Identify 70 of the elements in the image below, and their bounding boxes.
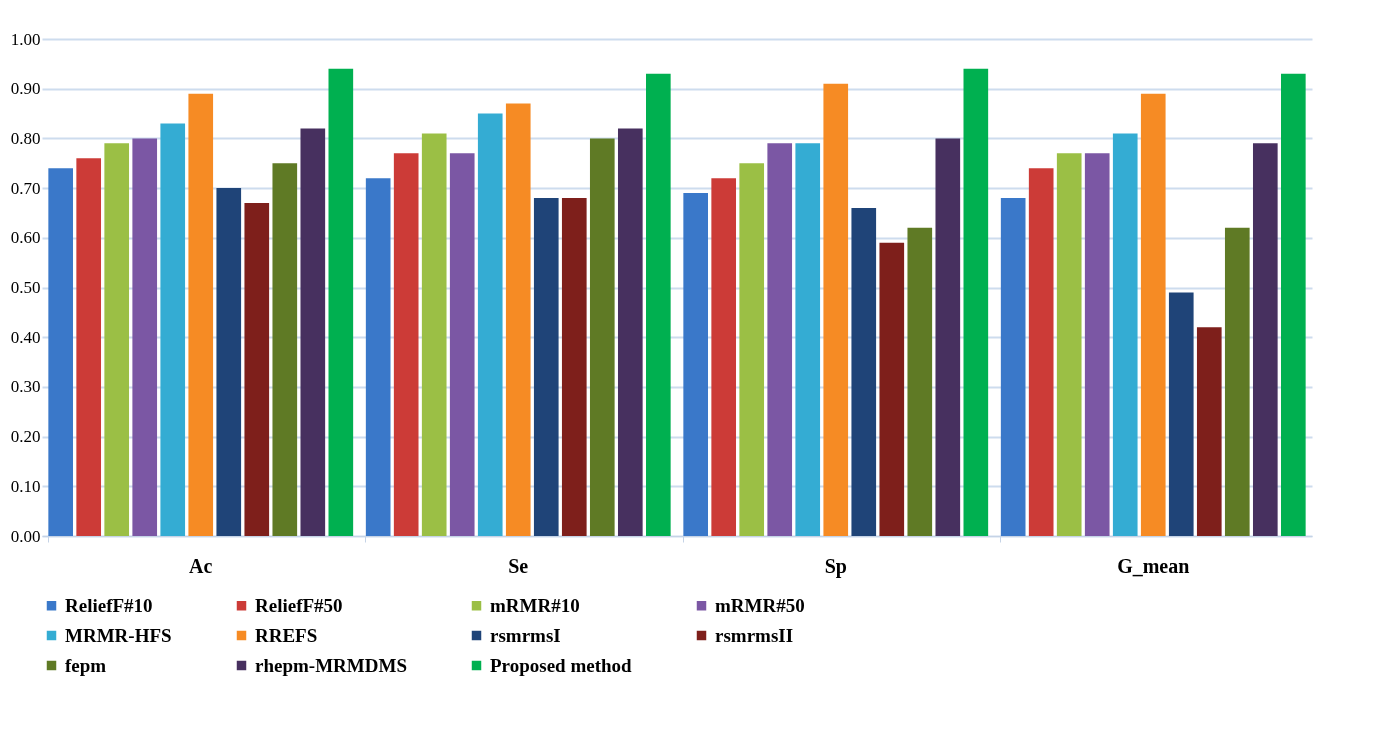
legend-label: mRMR#50 <box>715 594 805 616</box>
bar <box>328 68 354 536</box>
bar <box>272 163 298 536</box>
bar <box>646 73 671 536</box>
bar <box>132 138 158 536</box>
bar <box>561 198 587 536</box>
bar <box>1140 93 1166 536</box>
bar <box>963 68 989 536</box>
bar <box>1084 153 1110 536</box>
x-tick-label: Ac <box>189 554 213 577</box>
bar <box>1196 327 1222 536</box>
legend-label: mRMR#10 <box>490 594 580 616</box>
bar <box>76 158 102 536</box>
bar <box>505 103 531 536</box>
bar <box>823 83 849 536</box>
legend-label: RREFS <box>255 624 318 646</box>
x-tick-label: G_mean <box>1117 554 1190 577</box>
legend-label: rsmrmsII <box>715 624 794 646</box>
legend-label: Proposed method <box>490 654 633 676</box>
bar <box>879 242 905 536</box>
y-tick-label: 0.00 <box>10 526 41 546</box>
bar <box>449 153 475 536</box>
bar <box>767 143 793 536</box>
bar <box>365 178 391 536</box>
y-tick-label: 0.90 <box>10 79 41 99</box>
bar <box>1252 143 1278 536</box>
bar <box>1028 168 1054 536</box>
legend-label: fepm <box>65 654 107 676</box>
bar <box>1056 153 1082 536</box>
legend-label: rhepm-MRMDMS <box>255 654 407 676</box>
bar <box>1000 198 1026 536</box>
y-tick-label: 0.10 <box>10 476 41 496</box>
y-tick-label: 0.30 <box>10 377 41 397</box>
bar <box>589 138 615 536</box>
legend-label: rsmrmsI <box>490 624 561 646</box>
bar <box>739 163 765 536</box>
legend-label: ReliefF#50 <box>255 594 343 616</box>
y-tick-label: 1.00 <box>10 29 41 49</box>
y-tick-label: 0.50 <box>10 278 41 297</box>
y-tick-label: 0.20 <box>10 427 41 447</box>
bar <box>1112 133 1138 536</box>
legend-label: ReliefF#10 <box>65 594 153 616</box>
bar <box>104 143 130 536</box>
bar <box>160 123 186 536</box>
bar <box>393 153 419 536</box>
bar <box>1224 227 1250 536</box>
legend-label: MRMR-HFS <box>65 624 172 646</box>
bar <box>1168 292 1194 536</box>
bar <box>795 143 821 536</box>
bar <box>935 138 961 536</box>
bar <box>421 133 447 536</box>
y-tick-label: 0.70 <box>10 178 41 198</box>
bar <box>683 193 708 536</box>
bar <box>477 113 503 536</box>
bar <box>48 168 73 536</box>
bar <box>1281 73 1306 536</box>
x-tick-label: Se <box>508 554 529 577</box>
bar <box>300 128 326 536</box>
bar <box>244 203 270 536</box>
bar <box>907 227 933 536</box>
bar <box>188 93 214 536</box>
bar <box>216 188 242 536</box>
x-tick-label: Sp <box>824 554 847 578</box>
y-tick-label: 0.60 <box>10 228 41 248</box>
bar <box>711 178 737 536</box>
y-tick-label: 0.40 <box>10 327 41 347</box>
bar <box>617 128 643 536</box>
y-tick-label: 0.80 <box>10 128 41 148</box>
bar <box>533 198 559 536</box>
bar <box>851 207 877 536</box>
